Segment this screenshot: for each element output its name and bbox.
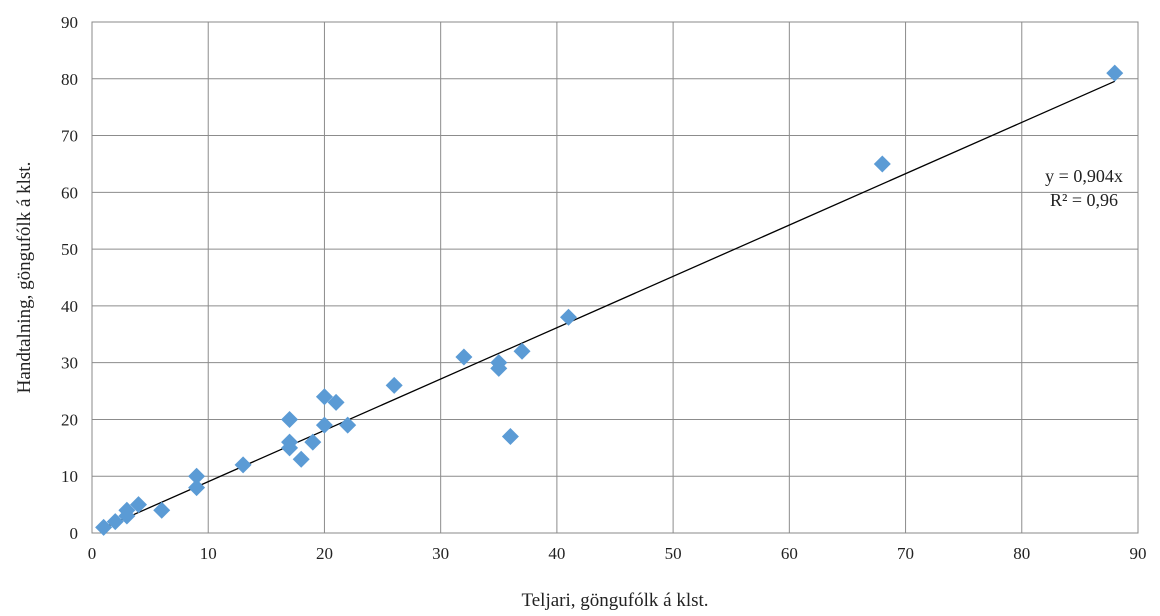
data-point — [281, 410, 299, 428]
data-point — [327, 393, 345, 411]
trendline-r-squared: R² = 0,96 — [1050, 190, 1118, 210]
data-point — [153, 501, 171, 519]
gridlines — [91, 21, 1139, 534]
x-tick-label: 80 — [1013, 544, 1030, 563]
y-tick-label: 80 — [61, 70, 78, 89]
x-tick-label: 30 — [432, 544, 449, 563]
trendline — [103, 80, 1116, 529]
data-point — [292, 450, 310, 468]
y-tick-label: 50 — [61, 240, 78, 259]
x-tick-label: 90 — [1130, 544, 1147, 563]
y-axis-title: Handtalning, göngufólk á klst. — [14, 162, 35, 394]
x-tick-label: 50 — [665, 544, 682, 563]
data-point — [281, 433, 299, 451]
data-point — [873, 155, 891, 173]
x-axis-ticks: 0 10 20 30 40 50 60 70 80 90 — [88, 544, 1147, 563]
x-axis-title: Teljari, göngufólk á klst. — [521, 590, 708, 611]
y-tick-label: 40 — [61, 297, 78, 316]
data-point — [118, 501, 136, 519]
data-point — [385, 376, 403, 394]
data-points — [95, 64, 1124, 536]
data-point — [560, 308, 578, 326]
y-tick-label: 20 — [61, 410, 78, 429]
data-point — [234, 456, 252, 474]
data-point — [188, 479, 206, 497]
y-axis-ticks: 0 10 20 30 40 50 60 70 80 90 — [61, 13, 78, 543]
data-point — [315, 416, 333, 434]
data-point — [95, 518, 113, 536]
x-tick-label: 60 — [781, 544, 798, 563]
data-point — [455, 348, 473, 366]
y-tick-label: 60 — [61, 183, 78, 202]
data-point — [1106, 64, 1124, 82]
data-point — [106, 513, 124, 531]
y-tick-label: 30 — [61, 354, 78, 373]
data-point — [304, 433, 322, 451]
x-tick-label: 10 — [200, 544, 217, 563]
data-point — [188, 467, 206, 485]
data-point — [315, 388, 333, 406]
data-point — [513, 342, 531, 360]
x-tick-label: 70 — [897, 544, 914, 563]
y-tick-label: 90 — [61, 13, 78, 32]
y-tick-label: 10 — [61, 467, 78, 486]
x-tick-label: 20 — [316, 544, 333, 563]
data-point — [501, 427, 519, 445]
trendline-equation: y = 0,904x — [1045, 166, 1123, 186]
y-tick-label: 0 — [70, 524, 79, 543]
data-point — [129, 496, 147, 514]
data-point — [490, 354, 508, 372]
y-tick-label: 70 — [61, 127, 78, 146]
x-tick-label: 40 — [548, 544, 565, 563]
data-point — [339, 416, 357, 434]
plot-area — [91, 21, 1139, 534]
x-tick-label: 0 — [88, 544, 97, 563]
